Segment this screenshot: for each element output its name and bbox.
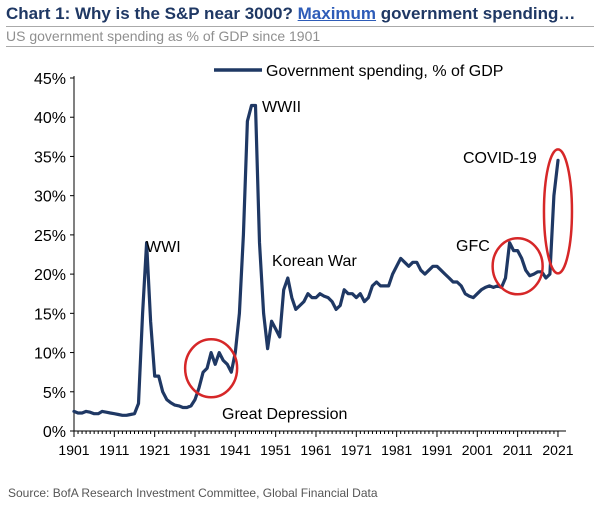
annotation-gfc: GFC	[456, 238, 490, 255]
x-tick-label: 1981	[381, 442, 412, 458]
x-tick-label: 2021	[542, 442, 573, 458]
x-tick-label: 2011	[503, 442, 533, 458]
y-tick-label: 5%	[43, 385, 66, 402]
annotation-korean-war: Korean War	[272, 253, 357, 270]
x-tick-label: 2001	[462, 442, 493, 458]
y-tick-label: 45%	[34, 71, 66, 88]
annotation-great-depression: Great Depression	[222, 406, 347, 423]
chart-title-suffix: government spending…	[376, 4, 576, 23]
y-tick-label: 25%	[34, 228, 66, 245]
x-tick-label: 1991	[421, 442, 452, 458]
y-tick-label: 30%	[34, 189, 66, 206]
chart-annotations: WWI WWII Korean War Great Depression GFC COVI…	[146, 99, 574, 423]
chart-plot-area	[72, 103, 560, 417]
chart-title-prefix: Chart 1: Why is the S&P near 3000?	[6, 4, 298, 23]
x-tick-label: 1901	[58, 442, 89, 458]
chart-subtitle: US government spending as % of GDP since…	[6, 28, 321, 44]
legend-label: Government spending, % of GDP	[266, 63, 503, 80]
y-tick-label: 20%	[34, 267, 66, 284]
chart-source: Source: BofA Research Investment Committ…	[8, 486, 378, 500]
annotation-wwii: WWII	[262, 99, 301, 116]
x-tick-label: 1931	[179, 442, 210, 458]
y-tick-label: 10%	[34, 346, 66, 363]
y-tick-label: 15%	[34, 306, 66, 323]
y-tick-label: 40%	[34, 110, 66, 127]
y-tick-label: 35%	[34, 149, 66, 166]
chart-axes: 0% 5% 10% 15% 20% 25% 30% 35% 40% 45% 1901 1911 1921…	[34, 71, 574, 458]
annotation-wwi: WWI	[146, 239, 181, 256]
x-tick-label: 1961	[300, 442, 331, 458]
x-tick-label: 1971	[341, 442, 372, 458]
great-depression-circle	[183, 337, 239, 399]
y-tick-label: 0%	[43, 424, 66, 441]
annotation-covid-19: COVID-19	[463, 150, 537, 167]
gfc-circle	[491, 237, 544, 296]
x-tick-label: 1911	[99, 442, 129, 458]
chart-title-highlight-link[interactable]: Maximum	[297, 4, 377, 23]
chart-title: Chart 1: Why is the S&P near 3000? Maxim…	[6, 4, 575, 24]
x-tick-label: 1941	[220, 442, 251, 458]
x-tick-label: 1951	[260, 442, 291, 458]
subtitle-rule	[6, 46, 594, 47]
chart-legend: Government spending, % of GDP	[214, 63, 503, 80]
series-line-government-spending	[72, 103, 560, 417]
x-tick-label: 1921	[139, 442, 170, 458]
covid-19-circle	[542, 148, 574, 275]
title-rule	[6, 26, 594, 27]
